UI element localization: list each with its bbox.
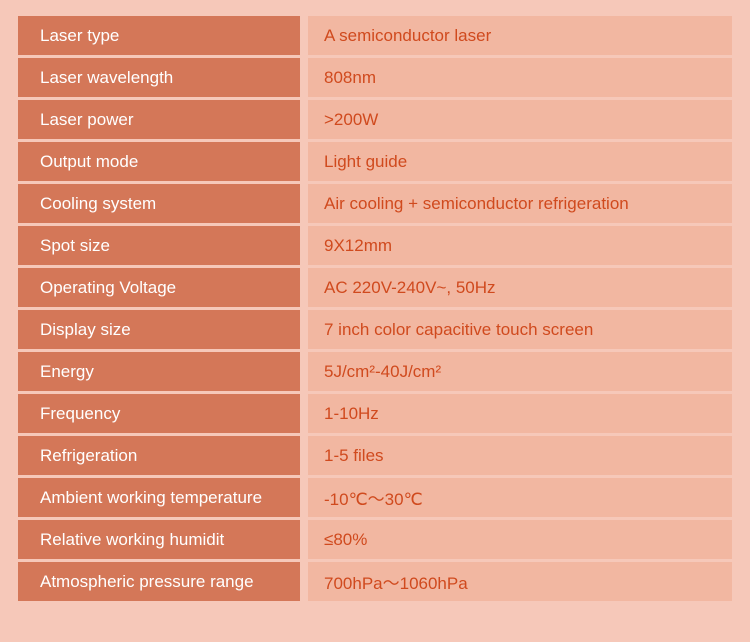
spec-value: Air cooling + semiconductor refrigeratio… (308, 184, 732, 226)
spec-label: Display size (18, 310, 308, 352)
table-row: Atmospheric pressure range 700hPa～1060hP… (18, 562, 732, 604)
spec-value: >200W (308, 100, 732, 142)
spec-label: Output mode (18, 142, 308, 184)
spec-label: Refrigeration (18, 436, 308, 478)
spec-value: ≤80% (308, 520, 732, 562)
table-row: Spot size 9X12mm (18, 226, 732, 268)
table-row: Ambient working temperature -10℃～30℃ (18, 478, 732, 520)
spec-label: Energy (18, 352, 308, 394)
table-row: Frequency 1-10Hz (18, 394, 732, 436)
table-row: Output mode Light guide (18, 142, 732, 184)
spec-label: Frequency (18, 394, 308, 436)
spec-value: 9X12mm (308, 226, 732, 268)
spec-table-body: Laser type A semiconductor laser Laser w… (18, 16, 732, 604)
spec-value: A semiconductor laser (308, 16, 732, 58)
spec-value: 1-10Hz (308, 394, 732, 436)
spec-value: Light guide (308, 142, 732, 184)
table-row: Energy 5J/cm²-40J/cm² (18, 352, 732, 394)
spec-value: -10℃～30℃ (308, 478, 732, 520)
spec-value: 5J/cm²-40J/cm² (308, 352, 732, 394)
spec-value: 1-5 files (308, 436, 732, 478)
spec-label: Cooling system (18, 184, 308, 226)
spec-value: 7 inch color capacitive touch screen (308, 310, 732, 352)
spec-value: 808nm (308, 58, 732, 100)
spec-label: Ambient working temperature (18, 478, 308, 520)
spec-label: Laser power (18, 100, 308, 142)
spec-label: Laser wavelength (18, 58, 308, 100)
spec-table: Laser type A semiconductor laser Laser w… (18, 16, 732, 604)
spec-label: Atmospheric pressure range (18, 562, 308, 604)
table-row: Laser wavelength 808nm (18, 58, 732, 100)
table-row: Laser power >200W (18, 100, 732, 142)
spec-label: Relative working humidit (18, 520, 308, 562)
table-row: Display size 7 inch color capacitive tou… (18, 310, 732, 352)
table-row: Operating Voltage AC 220V-240V~, 50Hz (18, 268, 732, 310)
spec-value: 700hPa～1060hPa (308, 562, 732, 604)
table-row: Refrigeration 1-5 files (18, 436, 732, 478)
table-row: Cooling system Air cooling + semiconduct… (18, 184, 732, 226)
spec-value: AC 220V-240V~, 50Hz (308, 268, 732, 310)
table-row: Laser type A semiconductor laser (18, 16, 732, 58)
table-row: Relative working humidit ≤80% (18, 520, 732, 562)
spec-label: Operating Voltage (18, 268, 308, 310)
spec-label: Laser type (18, 16, 308, 58)
spec-label: Spot size (18, 226, 308, 268)
